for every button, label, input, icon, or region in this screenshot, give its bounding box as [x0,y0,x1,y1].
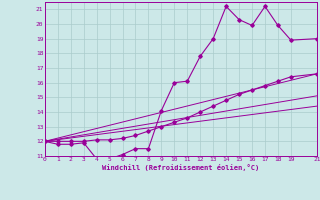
X-axis label: Windchill (Refroidissement éolien,°C): Windchill (Refroidissement éolien,°C) [102,164,260,171]
